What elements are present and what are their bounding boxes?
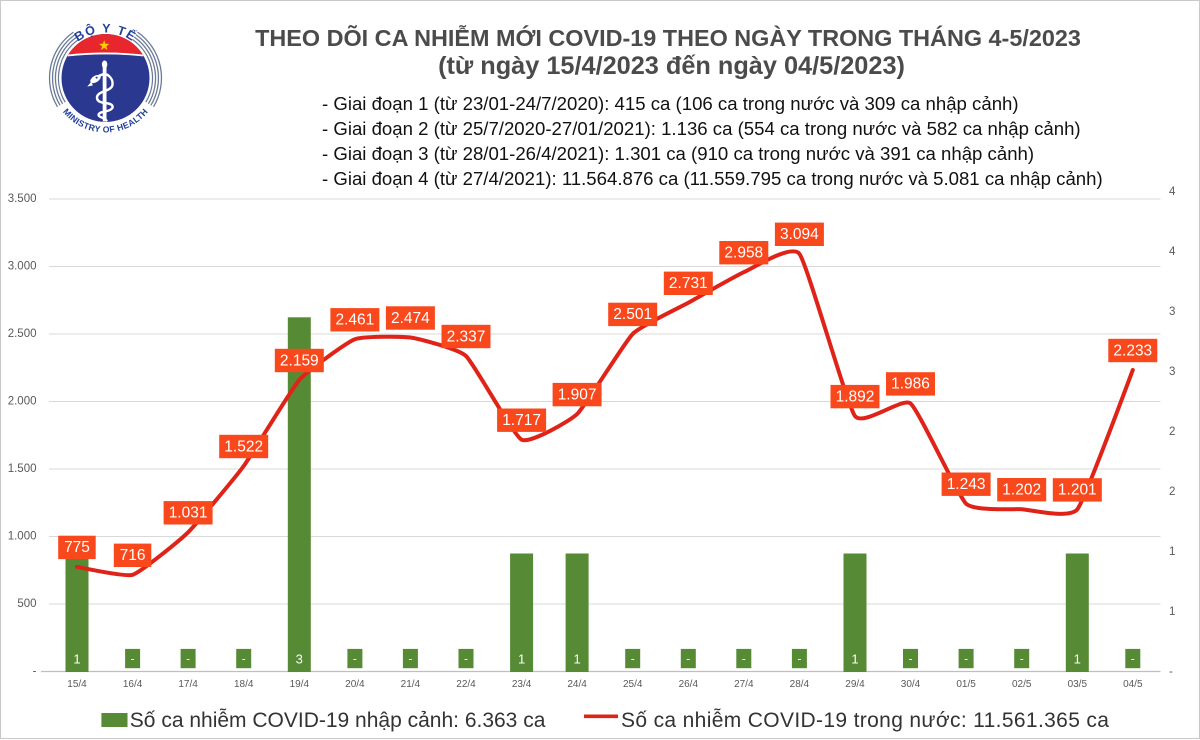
svg-text:BỘ Y TẾ: BỘ Y TẾ: [72, 21, 140, 44]
svg-text:4: 4: [1169, 246, 1176, 258]
svg-text:3.094: 3.094: [780, 226, 819, 243]
svg-text:-: -: [964, 652, 968, 666]
svg-text:-: -: [631, 652, 635, 666]
svg-text:1.031: 1.031: [169, 505, 208, 522]
svg-text:24/4: 24/4: [567, 679, 587, 690]
svg-text:26/4: 26/4: [679, 679, 699, 690]
svg-text:17/4: 17/4: [178, 679, 198, 690]
svg-text:2.233: 2.233: [1113, 342, 1152, 359]
svg-text:3: 3: [1169, 306, 1175, 318]
svg-text:3: 3: [296, 652, 303, 667]
svg-text:2: 2: [1169, 426, 1175, 438]
svg-text:2.474: 2.474: [391, 310, 430, 327]
svg-text:1: 1: [1074, 652, 1081, 667]
svg-text:30/4: 30/4: [901, 679, 921, 690]
svg-text:2.501: 2.501: [613, 306, 652, 323]
svg-text:-: -: [408, 652, 412, 666]
svg-text:1.202: 1.202: [1002, 482, 1041, 499]
svg-text:03/5: 03/5: [1068, 679, 1088, 690]
svg-text:23/4: 23/4: [512, 679, 532, 690]
svg-text:16/4: 16/4: [123, 679, 143, 690]
svg-text:18/4: 18/4: [234, 679, 254, 690]
svg-text:1.892: 1.892: [836, 388, 875, 405]
svg-text:2.958: 2.958: [724, 245, 763, 262]
svg-text:1: 1: [851, 652, 858, 667]
svg-text:3.500: 3.500: [8, 193, 37, 205]
svg-text:1.000: 1.000: [8, 531, 37, 543]
svg-text:-: -: [1169, 666, 1173, 678]
svg-text:3: 3: [1169, 366, 1175, 378]
svg-text:1: 1: [518, 652, 525, 667]
svg-text:-: -: [242, 652, 246, 666]
svg-text:-: -: [186, 652, 190, 666]
svg-text:21/4: 21/4: [401, 679, 421, 690]
svg-text:-: -: [686, 652, 690, 666]
svg-text:28/4: 28/4: [790, 679, 810, 690]
svg-text:25/4: 25/4: [623, 679, 643, 690]
svg-text:-: -: [131, 652, 135, 666]
svg-text:2.461: 2.461: [336, 312, 375, 329]
svg-text:775: 775: [64, 539, 90, 556]
svg-text:1: 1: [1169, 606, 1175, 618]
svg-text:22/4: 22/4: [456, 679, 476, 690]
svg-text:1: 1: [73, 652, 80, 667]
svg-text:29/4: 29/4: [845, 679, 865, 690]
svg-text:-: -: [353, 652, 357, 666]
svg-text:2.731: 2.731: [669, 275, 708, 292]
svg-text:3.000: 3.000: [8, 261, 37, 273]
svg-text:04/5: 04/5: [1123, 679, 1143, 690]
svg-text:1.201: 1.201: [1058, 482, 1097, 499]
svg-text:-: -: [1131, 652, 1135, 666]
svg-text:1.717: 1.717: [502, 412, 541, 429]
svg-text:2.000: 2.000: [8, 396, 37, 408]
svg-text:19/4: 19/4: [290, 679, 310, 690]
svg-text:-: -: [464, 652, 468, 666]
svg-text:4: 4: [1169, 186, 1176, 198]
svg-text:500: 500: [17, 598, 36, 610]
svg-text:20/4: 20/4: [345, 679, 365, 690]
svg-text:2.337: 2.337: [447, 328, 486, 345]
svg-text:Số ca nhiễm COVID-19 nhập cảnh: Số ca nhiễm COVID-19 nhập cảnh: 6.363 ca: [130, 709, 546, 732]
svg-text:02/5: 02/5: [1012, 679, 1032, 690]
svg-text:1.907: 1.907: [558, 386, 597, 403]
svg-text:1.500: 1.500: [8, 463, 37, 475]
svg-text:-: -: [797, 652, 801, 666]
svg-text:-: -: [1020, 652, 1024, 666]
svg-text:1.522: 1.522: [224, 438, 263, 455]
svg-text:2.500: 2.500: [8, 328, 37, 340]
svg-text:15/4: 15/4: [67, 679, 87, 690]
svg-text:Số ca nhiễm COVID-19 trong nướ: Số ca nhiễm COVID-19 trong nước: 11.561.…: [621, 709, 1109, 732]
svg-text:1: 1: [573, 652, 580, 667]
svg-text:-: -: [33, 666, 37, 678]
svg-text:1.986: 1.986: [891, 376, 930, 393]
svg-text:-: -: [742, 652, 746, 666]
svg-text:-: -: [909, 652, 913, 666]
svg-text:2.159: 2.159: [280, 352, 319, 369]
svg-text:1.243: 1.243: [947, 476, 986, 493]
svg-text:27/4: 27/4: [734, 679, 754, 690]
svg-text:2: 2: [1169, 486, 1175, 498]
svg-text:1: 1: [1169, 546, 1175, 558]
svg-text:716: 716: [120, 547, 146, 564]
svg-text:01/5: 01/5: [956, 679, 976, 690]
